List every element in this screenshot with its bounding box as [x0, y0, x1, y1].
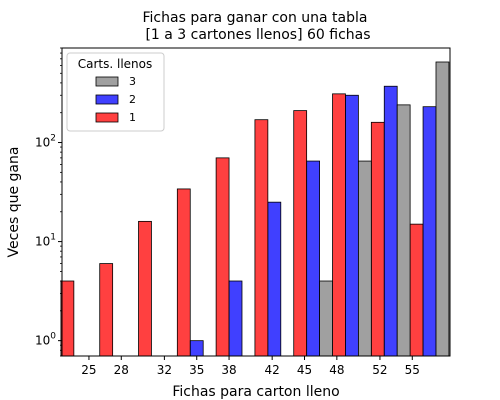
bar-series-1-1 — [99, 263, 114, 357]
x-tick-label: 45 — [297, 363, 312, 377]
bar-series-3-8 — [396, 104, 411, 357]
bars-group — [60, 61, 450, 357]
bar-series-1-6 — [293, 110, 308, 357]
bar-series-2-8 — [383, 85, 398, 357]
x-tick-label: 52 — [372, 363, 387, 377]
x-tick-label: 35 — [189, 363, 204, 377]
x-tick-label: 55 — [405, 363, 420, 377]
bar-series-1-2 — [138, 220, 152, 357]
y-tick-label: 101 — [35, 233, 56, 249]
y-axis-label: Veces que gana — [6, 147, 22, 258]
bar-series-3-9 — [435, 61, 450, 357]
x-axis-ticks: 25 28 32 35 38 42 45 48 52 55 — [81, 356, 420, 377]
x-tick-label: 25 — [81, 363, 96, 377]
bar-series-3-6 — [319, 280, 333, 357]
legend-label-3: 3 — [129, 75, 136, 88]
legend-swatch-3 — [95, 76, 119, 87]
bar-series-1-8 — [370, 121, 385, 357]
y-axis-ticks: 100 101 102 — [35, 47, 62, 357]
x-tick-label: 38 — [221, 363, 236, 377]
x-axis-label: Fichas para carton lleno — [172, 384, 339, 400]
bar-series-1-0 — [60, 280, 75, 357]
bar-series-1-5 — [254, 119, 269, 357]
bar-series-2-4 — [228, 280, 243, 357]
bar-series-2-3 — [189, 340, 204, 357]
legend-title: Carts. llenos — [78, 57, 153, 71]
y-tick-label: 102 — [35, 134, 56, 150]
legend-label-1: 1 — [129, 111, 136, 124]
bar-series-1-9 — [409, 223, 424, 357]
legend-entries: 3 2 1 — [95, 75, 136, 124]
bar-series-1-3 — [176, 188, 191, 357]
bar-series-1-7 — [332, 93, 346, 357]
x-tick-label: 32 — [157, 363, 172, 377]
legend-swatch-1 — [95, 112, 119, 123]
x-tick-label: 48 — [329, 363, 344, 377]
plot-frame — [61, 47, 451, 357]
legend: Carts. llenos 3 2 1 — [66, 52, 165, 132]
x-tick-label: 28 — [114, 363, 129, 377]
bar-series-2-9 — [422, 106, 437, 357]
chart-title-line-1: Fichas para ganar con una tabla — [143, 10, 368, 26]
bar-series-2-5 — [267, 201, 282, 357]
chart-title-line-2: [1 a 3 cartones llenos] 60 fichas — [145, 27, 370, 43]
bar-series-1-4 — [215, 157, 230, 357]
bar-series-2-7 — [345, 94, 359, 357]
bar-series-3-7 — [357, 160, 372, 357]
x-tick-label: 42 — [265, 363, 280, 377]
legend-box — [66, 52, 165, 132]
y-tick-label: 100 — [35, 332, 56, 348]
legend-label-2: 2 — [129, 93, 136, 106]
legend-swatch-2 — [95, 94, 119, 105]
bar-series-2-6 — [306, 160, 320, 357]
